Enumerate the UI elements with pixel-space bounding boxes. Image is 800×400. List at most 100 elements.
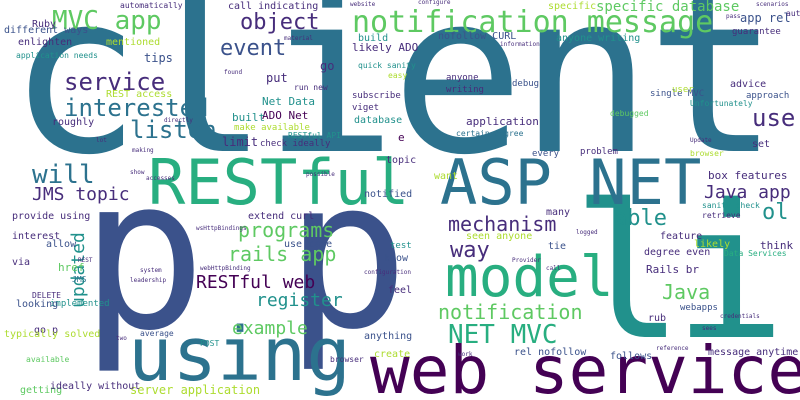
word-typically-solved: typically solved — [4, 329, 101, 340]
word-put: put — [266, 71, 288, 85]
word-possible: possible — [306, 171, 335, 178]
word-anything: anything — [364, 331, 413, 342]
word-looking: looking — [16, 299, 59, 310]
word-user: user — [672, 85, 694, 95]
word-webhttpbinding: webHttpBinding — [200, 265, 251, 272]
word-quick-sanity: quick sanity — [358, 61, 416, 70]
word-restful-web: RESTful web — [196, 272, 316, 293]
word-automate-tests: automate tests — [786, 9, 800, 18]
word-programs: programs — [238, 218, 335, 242]
word-information: information — [500, 41, 540, 48]
word-approach: approach — [746, 91, 790, 101]
word-lot: lot — [96, 137, 107, 144]
word-interested: interested — [64, 94, 209, 122]
word-making: making — [132, 147, 154, 154]
word-build: build — [358, 33, 389, 44]
word-application: application — [466, 115, 539, 128]
word-service: service — [64, 68, 166, 96]
word-provider: Provider — [512, 257, 541, 264]
word-event: event — [220, 36, 287, 61]
word-restful: RESTful — [148, 146, 410, 219]
word-jms-topic: JMS topic — [32, 184, 130, 205]
word-p: p — [80, 132, 207, 377]
word-message-anytime: message anytime — [708, 347, 799, 358]
word-call-indicating: call indicating — [228, 1, 319, 12]
word-wshttpbindings: wsHttpBindings — [196, 225, 247, 232]
word-problem: problem — [580, 147, 618, 157]
word-found: found — [224, 69, 243, 76]
word-anyone: anyone — [446, 73, 479, 83]
word-net-data: Net Data — [262, 95, 315, 108]
word-sees: sees — [702, 325, 717, 332]
word-extend-curl: extend curl — [248, 211, 315, 222]
word-rub: rub — [648, 313, 667, 324]
word-ol: ol — [762, 200, 789, 225]
word-single-mvc: single MVC — [650, 89, 705, 99]
word-topic: topic — [386, 155, 417, 166]
word-debugged: debugged — [610, 109, 649, 118]
word-example: example — [232, 318, 308, 339]
word-feel: feel — [388, 285, 413, 296]
word-logged: logged — [576, 229, 598, 236]
word-reference: reference — [656, 345, 689, 352]
word-object: object — [240, 10, 320, 35]
word-pass: pass — [726, 13, 741, 20]
word-ruby: Ruby — [32, 19, 57, 30]
word-credentials: credentials — [720, 313, 760, 320]
word-tie: tie — [548, 241, 567, 252]
word-rest-access: REST access — [106, 89, 173, 100]
word-allow: allow — [46, 239, 77, 250]
word-post: POST — [200, 339, 220, 348]
word-notification: notification — [438, 300, 583, 324]
word-app-rel: app rel — [740, 11, 791, 25]
word-e: e — [398, 131, 405, 144]
word-delete: DELETE — [32, 291, 61, 300]
word-use-case: use case — [284, 239, 333, 250]
word-browser: browser — [330, 355, 364, 364]
word-test: test — [390, 241, 412, 251]
word-notification-message: notification message — [352, 5, 714, 40]
word-tips: tips — [144, 51, 173, 65]
word-enlighten: enlighten — [18, 37, 73, 48]
word-know: know — [384, 253, 409, 264]
word-easy: easy — [388, 71, 408, 80]
word-retrieve: retrieve — [702, 211, 741, 220]
word-notified: notified — [364, 189, 413, 200]
word-database: database — [354, 115, 403, 126]
word-set: set — [752, 139, 771, 150]
word-guarantee: guarantee — [732, 27, 781, 37]
word-li: li — [572, 164, 786, 381]
word-ideally-without: ideally without — [50, 381, 141, 392]
word-check-ideally: check ideally — [260, 139, 331, 149]
word-degree-even: degree even — [644, 247, 711, 258]
word-average: average — [140, 329, 174, 338]
word-interest: interest — [12, 231, 61, 242]
word-via: via — [12, 257, 31, 268]
word-browser-2: browser — [690, 149, 724, 158]
word-think: think — [760, 239, 794, 252]
word-debug: debug — [512, 79, 540, 89]
word-rails-br: Rails br — [646, 263, 699, 276]
word-scenarios: scenarios — [756, 1, 789, 8]
word-different-ways: different ways — [4, 25, 89, 36]
word-every: every — [532, 149, 560, 159]
word-server-application: server application — [130, 383, 261, 397]
word-getting: getting — [20, 385, 63, 396]
word-href: href — [58, 261, 85, 274]
word-many: many — [546, 207, 571, 218]
word-likely: likely — [694, 239, 731, 250]
word-mentioned: mentioned — [106, 37, 161, 48]
word-automatically: automatically — [120, 1, 183, 10]
word-material: material — [284, 35, 313, 42]
word-anyone-writing: anyone writing — [556, 33, 641, 44]
word-implemented: implemented — [50, 299, 110, 309]
word-feature: feature — [660, 231, 703, 242]
word-sanity-check: sanity check — [702, 201, 760, 210]
word-restful-api: RESTful API — [288, 131, 341, 140]
word-box-features: box features — [708, 169, 788, 182]
word-specific-database: specific database — [596, 0, 740, 15]
word-available: available — [26, 355, 70, 364]
word-subscribe: subscribe — [352, 91, 401, 101]
word-client: client — [8, 0, 780, 204]
